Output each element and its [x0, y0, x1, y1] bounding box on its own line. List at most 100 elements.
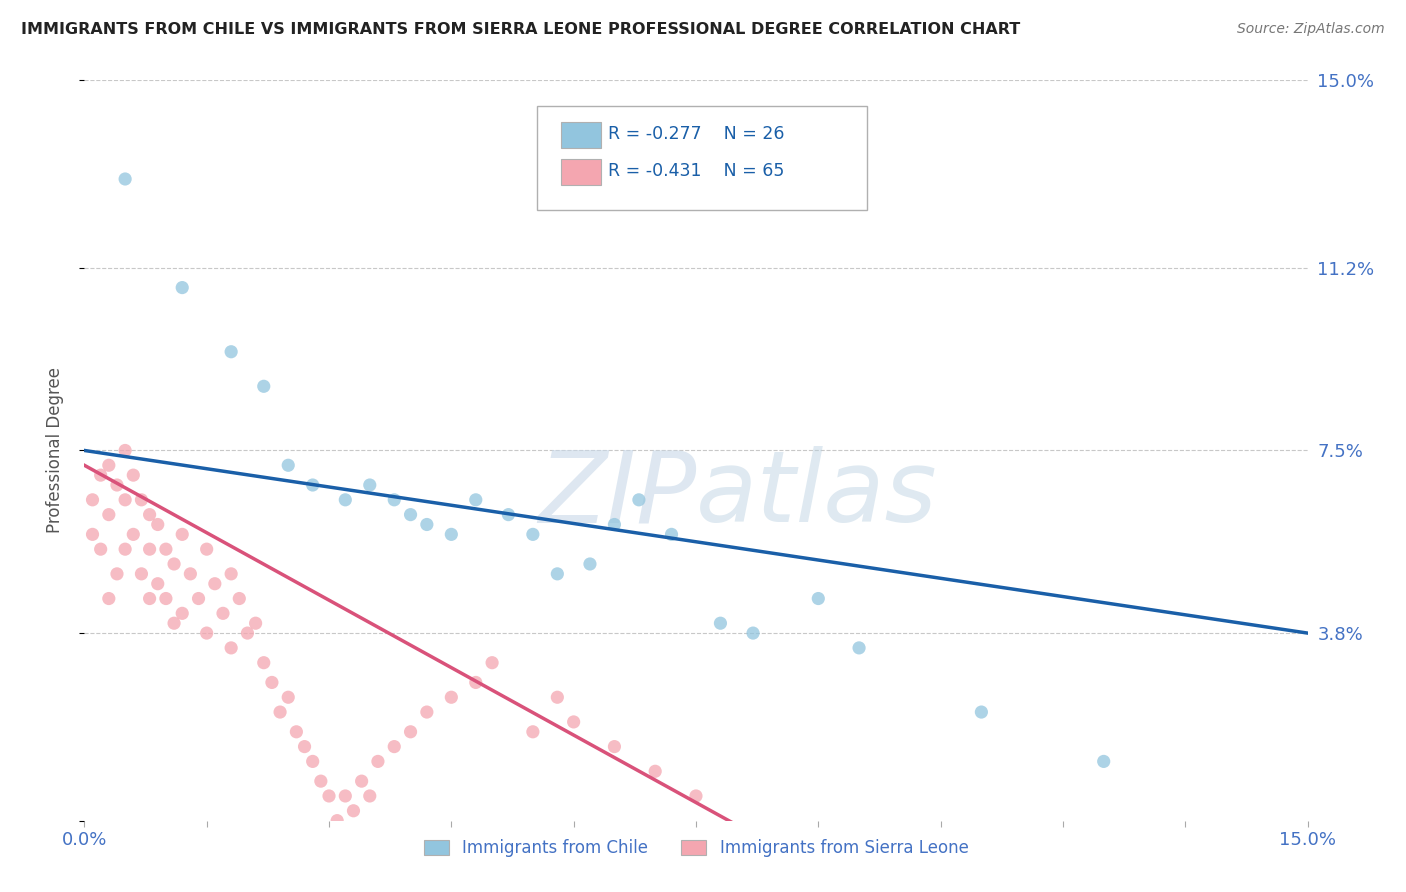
Point — [546, 566, 568, 581]
Point — [155, 542, 177, 557]
Point — [219, 566, 242, 581]
Point — [195, 626, 218, 640]
Point — [146, 517, 169, 532]
Point — [245, 616, 267, 631]
Point — [603, 517, 626, 532]
Point — [627, 492, 650, 507]
Point — [522, 724, 544, 739]
Text: IMMIGRANTS FROM CHILE VS IMMIGRANTS FROM SIERRA LEONE PROFESSIONAL DEGREE CORREL: IMMIGRANTS FROM CHILE VS IMMIGRANTS FROM… — [21, 22, 1021, 37]
Point — [350, 774, 373, 789]
Point — [603, 739, 626, 754]
Point — [1092, 755, 1115, 769]
Point — [498, 508, 520, 522]
Point — [277, 458, 299, 473]
Point — [359, 789, 381, 803]
Point — [416, 517, 439, 532]
Point — [219, 344, 242, 359]
Point — [269, 705, 291, 719]
Text: R = -0.277    N = 26: R = -0.277 N = 26 — [607, 126, 785, 144]
Point — [301, 755, 323, 769]
Point — [335, 492, 357, 507]
Point — [114, 443, 136, 458]
Point — [155, 591, 177, 606]
Point — [90, 542, 112, 557]
Y-axis label: Professional Degree: Professional Degree — [45, 368, 63, 533]
Point — [138, 591, 160, 606]
Point — [416, 705, 439, 719]
Point — [367, 755, 389, 769]
Point — [236, 626, 259, 640]
Point — [440, 527, 463, 541]
Point — [114, 492, 136, 507]
Point — [82, 527, 104, 541]
Point — [195, 542, 218, 557]
Point — [138, 508, 160, 522]
Point — [114, 542, 136, 557]
Point — [301, 478, 323, 492]
Point — [277, 690, 299, 705]
Point — [318, 789, 340, 803]
Point — [382, 739, 405, 754]
Point — [105, 566, 128, 581]
Point — [342, 804, 364, 818]
Point — [464, 492, 486, 507]
Point — [172, 527, 194, 541]
FancyBboxPatch shape — [561, 159, 600, 186]
Point — [807, 591, 830, 606]
Text: R = -0.431    N = 65: R = -0.431 N = 65 — [607, 162, 785, 180]
Point — [131, 492, 153, 507]
Point — [179, 566, 201, 581]
Point — [163, 616, 186, 631]
Point — [359, 478, 381, 492]
Point — [970, 705, 993, 719]
Point — [464, 675, 486, 690]
Point — [253, 656, 276, 670]
Point — [481, 656, 503, 670]
Point — [172, 280, 194, 294]
Point — [90, 468, 112, 483]
Point — [146, 576, 169, 591]
Point — [97, 508, 120, 522]
Point — [382, 492, 405, 507]
Point — [204, 576, 226, 591]
Point — [260, 675, 283, 690]
Point — [138, 542, 160, 557]
Point — [219, 640, 242, 655]
Point — [212, 607, 235, 621]
Text: ZIP: ZIP — [537, 446, 696, 543]
Point — [122, 468, 145, 483]
Point — [644, 764, 666, 779]
Point — [285, 724, 308, 739]
Point — [399, 508, 422, 522]
Point — [82, 492, 104, 507]
Point — [97, 591, 120, 606]
Point — [228, 591, 250, 606]
Point — [105, 478, 128, 492]
Point — [335, 789, 357, 803]
Text: Source: ZipAtlas.com: Source: ZipAtlas.com — [1237, 22, 1385, 37]
Point — [562, 714, 585, 729]
Point — [685, 789, 707, 803]
Point — [326, 814, 349, 828]
Point — [97, 458, 120, 473]
Point — [440, 690, 463, 705]
Point — [253, 379, 276, 393]
Point — [131, 566, 153, 581]
Point — [294, 739, 316, 754]
Legend: Immigrants from Chile, Immigrants from Sierra Leone: Immigrants from Chile, Immigrants from S… — [416, 833, 976, 864]
Text: atlas: atlas — [696, 446, 938, 543]
Point — [114, 172, 136, 186]
Point — [742, 626, 765, 640]
Point — [848, 640, 870, 655]
Point — [163, 557, 186, 571]
Point — [309, 774, 332, 789]
Point — [546, 690, 568, 705]
Point — [399, 724, 422, 739]
Point — [187, 591, 209, 606]
FancyBboxPatch shape — [561, 121, 600, 148]
Point — [172, 607, 194, 621]
Point — [522, 527, 544, 541]
Point — [579, 557, 602, 571]
Point — [661, 527, 683, 541]
FancyBboxPatch shape — [537, 106, 868, 210]
